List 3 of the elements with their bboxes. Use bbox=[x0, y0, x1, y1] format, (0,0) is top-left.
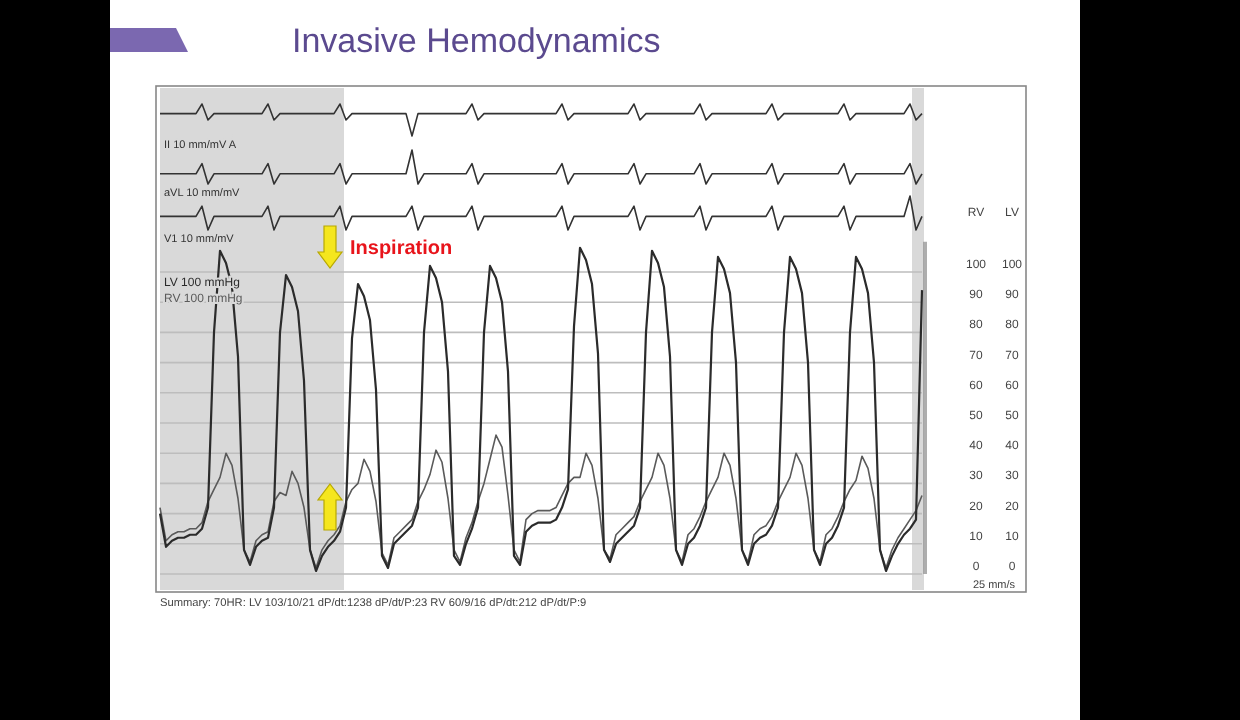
line-series bbox=[159, 434, 923, 569]
chart-title: Invasive Hemodynamics bbox=[292, 22, 661, 60]
annotation: Inspiration bbox=[350, 238, 453, 260]
